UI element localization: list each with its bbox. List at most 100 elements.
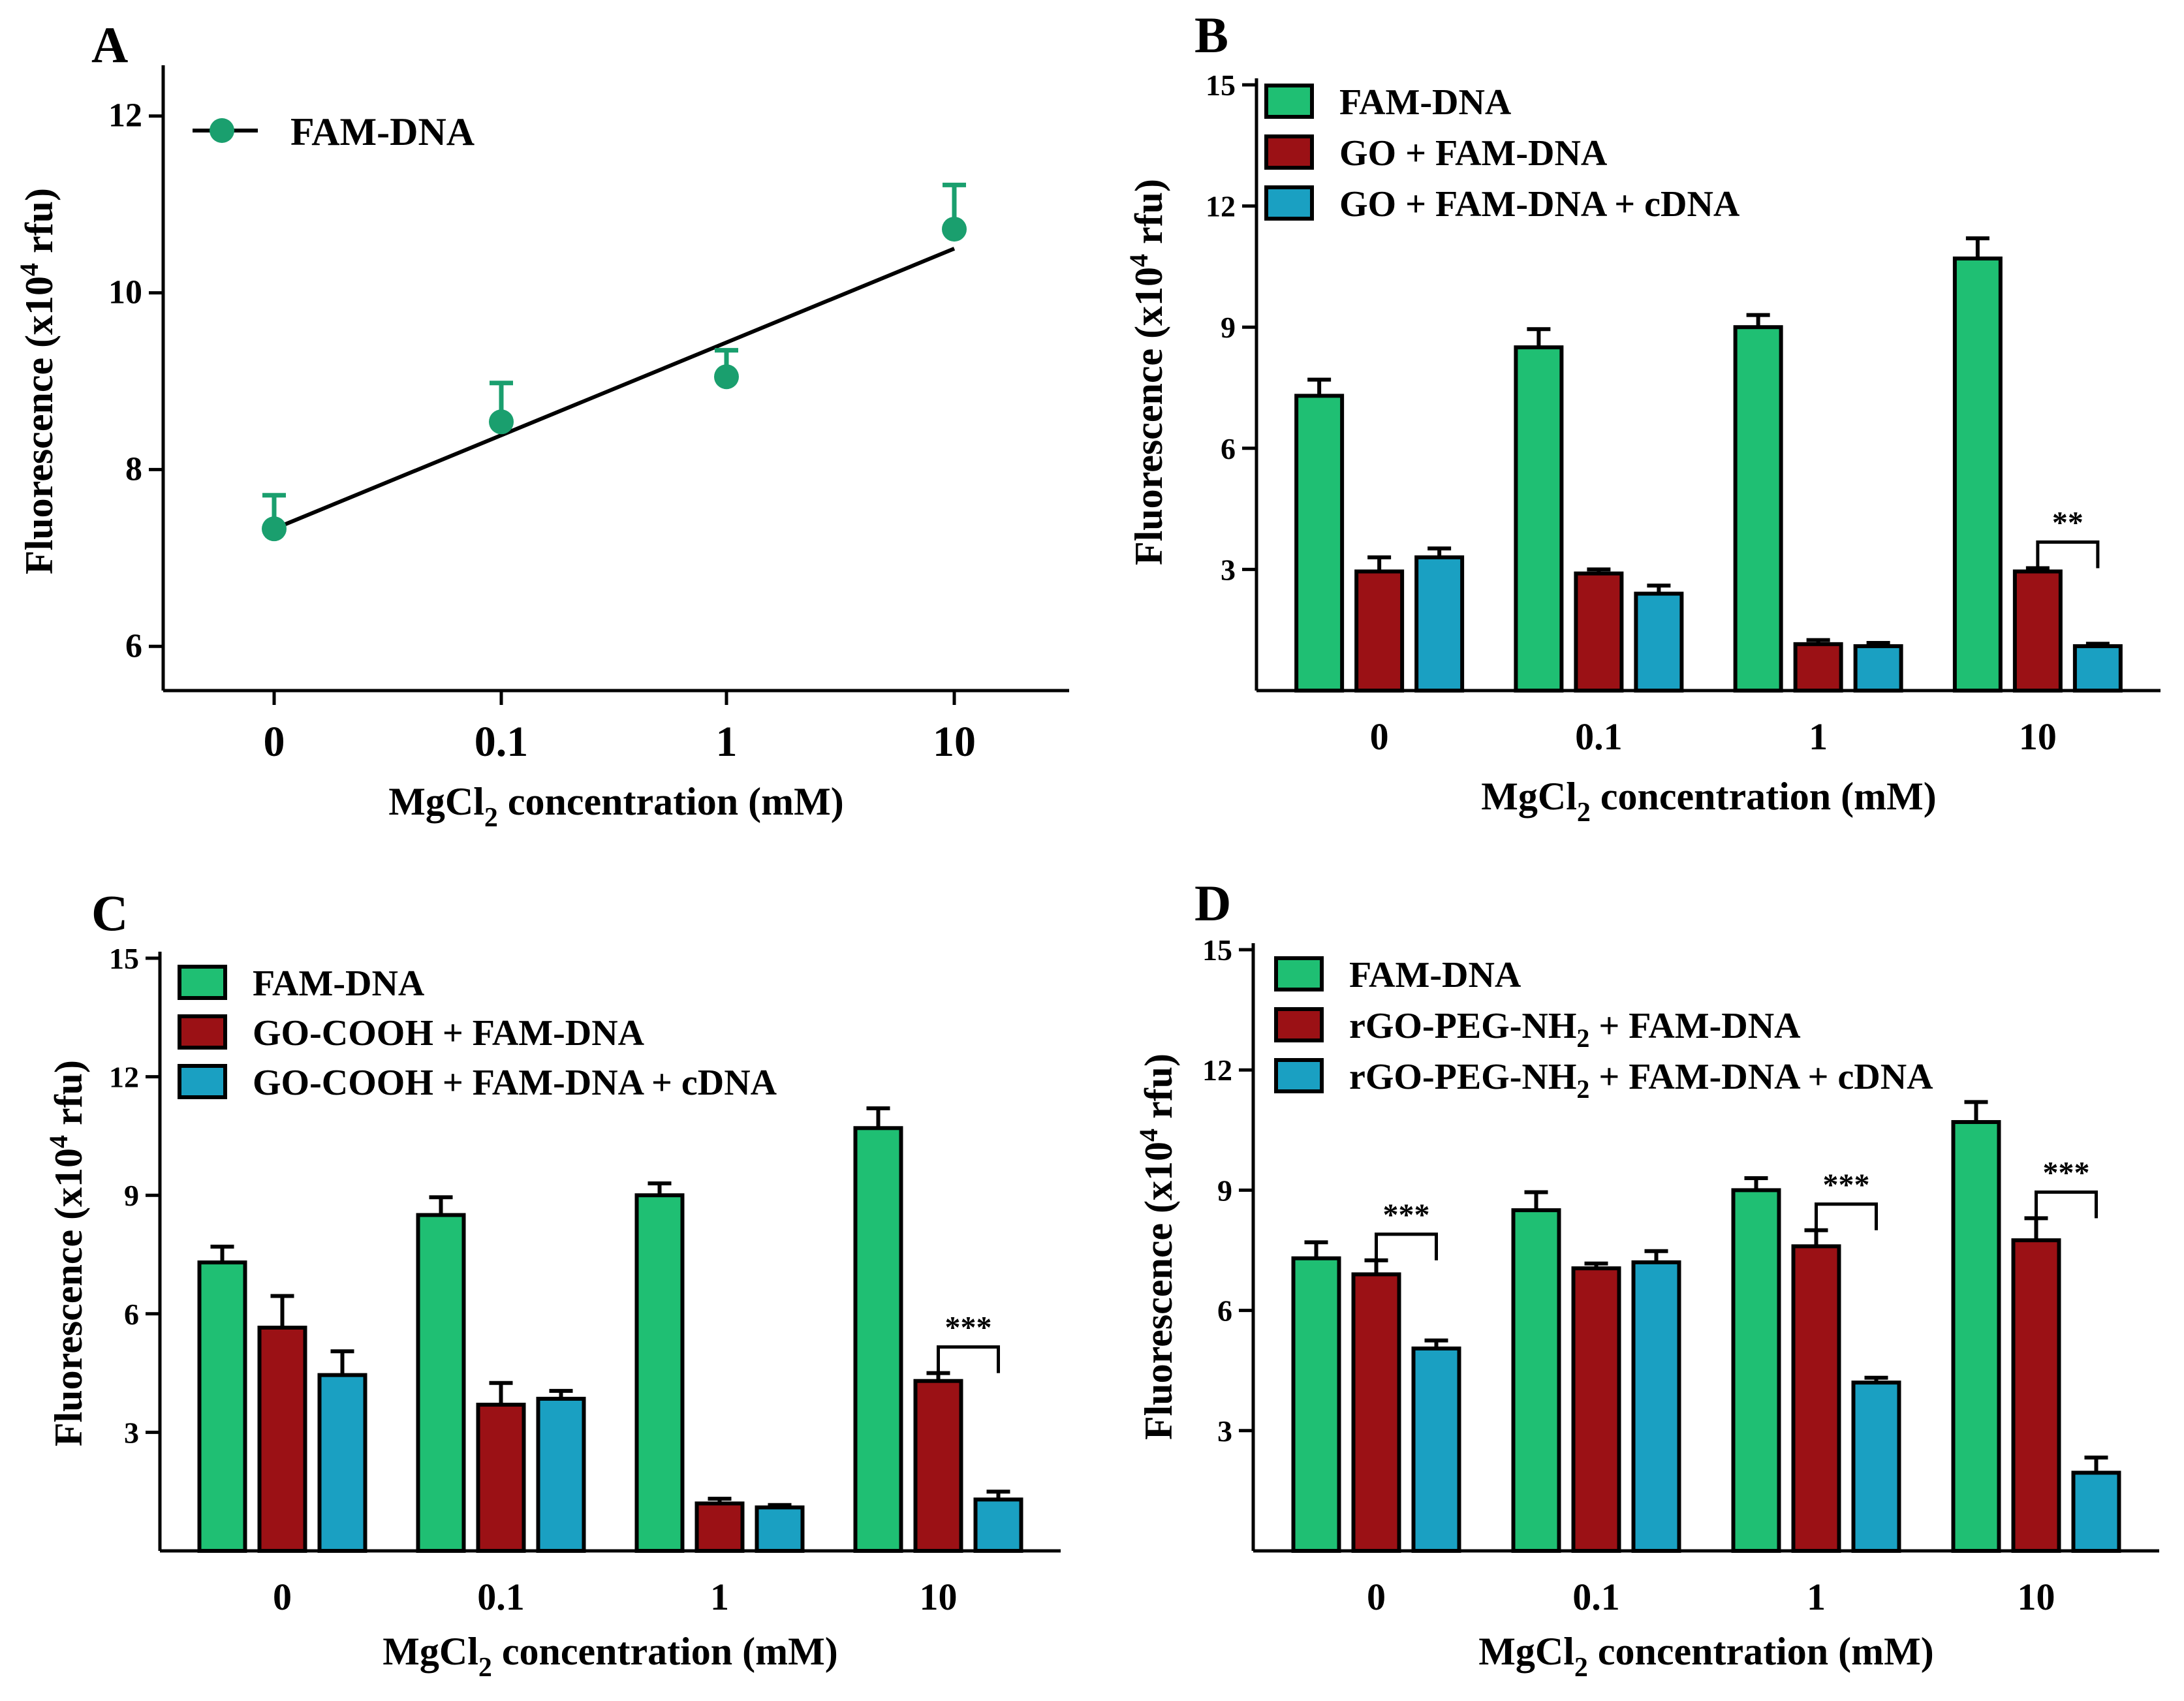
y-tick-label: 12 xyxy=(1206,190,1236,223)
bar xyxy=(2071,1471,2121,1553)
x-label-text: MgCl xyxy=(1481,775,1577,818)
x-label-subscript: 2 xyxy=(484,803,498,833)
y-tick-label: 12 xyxy=(109,1061,139,1094)
y-label-text: Fluorescence (x10 xyxy=(1127,267,1170,565)
bar xyxy=(1411,1346,1461,1553)
y-tick-label: 8 xyxy=(125,450,142,488)
bar xyxy=(1952,257,2003,693)
x-tick-label: 0.1 xyxy=(1575,715,1623,758)
y-tick-label: 9 xyxy=(1217,1174,1232,1207)
x-tick-label: 10 xyxy=(2018,1576,2055,1618)
x-label-subscript: 2 xyxy=(478,1653,492,1683)
bar xyxy=(2072,644,2123,693)
bar xyxy=(197,1260,247,1553)
y-label-superscript: 4 xyxy=(1124,254,1153,267)
y-label-superscript: 4 xyxy=(1134,1129,1163,1142)
y-tick-label: 6 xyxy=(1221,432,1236,465)
legend-text: rGO-PEG-NH xyxy=(1349,1057,1576,1097)
x-tick-label: 0 xyxy=(1370,715,1389,758)
data-point xyxy=(262,516,287,542)
y-label-superscript: 4 xyxy=(14,263,44,276)
bar xyxy=(1414,555,1465,693)
legend-text: rGO-PEG-NH xyxy=(1349,1006,1576,1046)
legend-label: GO + FAM-DNA xyxy=(1339,133,1608,174)
x-tick-label: 0 xyxy=(264,718,285,766)
legend-swatch xyxy=(1264,185,1314,221)
bar xyxy=(1731,1188,1781,1553)
x-tick-label: 1 xyxy=(1809,715,1828,758)
x-tick-label: 0.1 xyxy=(1572,1576,1620,1618)
legend-swatch xyxy=(1264,84,1314,119)
bar xyxy=(1631,1260,1681,1553)
x-tick-label: 0 xyxy=(1367,1576,1386,1618)
x-axis-label: MgCl2 concentration (mM) xyxy=(382,1630,837,1683)
x-tick-label: 10 xyxy=(920,1576,958,1618)
legend-swatch xyxy=(178,1064,227,1099)
y-tick-label: 6 xyxy=(1217,1294,1232,1328)
legend-label: rGO-PEG-NH2 + FAM-DNA + cDNA xyxy=(1349,1057,1933,1104)
x-label-subscript: 2 xyxy=(1574,1653,1588,1683)
legend-swatch xyxy=(178,1014,227,1050)
y-tick-label: 12 xyxy=(108,97,142,134)
legend-text: + FAM-DNA xyxy=(1589,1006,1801,1046)
panel-label: B xyxy=(1194,7,1228,63)
significance-bracket xyxy=(2035,1190,2098,1219)
significance-bracket xyxy=(937,1345,1000,1373)
y-tick-label: 15 xyxy=(109,942,139,975)
bar xyxy=(1791,1244,1841,1553)
x-tick-label: 1 xyxy=(710,1576,729,1618)
data-point xyxy=(942,217,967,242)
legend-swatch xyxy=(1264,134,1314,170)
y-tick-label: 6 xyxy=(124,1298,139,1331)
significance-label: *** xyxy=(1823,1168,1870,1202)
significance-label: *** xyxy=(2043,1155,2090,1190)
bar xyxy=(1733,325,1783,693)
y-tick-label: 3 xyxy=(124,1416,139,1449)
x-tick-label: 1 xyxy=(1807,1576,1826,1618)
panel-label: D xyxy=(1194,875,1231,931)
legend-text: + FAM-DNA + cDNA xyxy=(1589,1057,1933,1097)
y-tick-label: 10 xyxy=(108,274,142,311)
x-axis-label: MgCl2 concentration (mM) xyxy=(1481,775,1936,828)
x-label-text: concentration (mM) xyxy=(1588,1630,1934,1673)
y-label-text: rfu) xyxy=(1137,1053,1180,1129)
bar xyxy=(973,1497,1023,1553)
x-axis-label: MgCl2 concentration (mM) xyxy=(1478,1630,1933,1683)
legend-label: rGO-PEG-NH2 + FAM-DNA xyxy=(1349,1006,1801,1053)
y-tick-label: 9 xyxy=(1221,311,1236,344)
bar xyxy=(634,1193,685,1553)
bar xyxy=(1853,644,1903,693)
bar xyxy=(1634,591,1684,693)
y-label-text: Fluorescence (x10 xyxy=(1137,1142,1180,1440)
y-label-text: Fluorescence (x10 xyxy=(18,276,61,574)
bar xyxy=(853,1126,903,1553)
x-tick-label: 1 xyxy=(716,718,738,766)
legend-subscript: 2 xyxy=(1576,1023,1589,1053)
bar xyxy=(1793,642,1843,693)
legend-label: FAM-DNA xyxy=(253,963,425,1004)
bar xyxy=(913,1379,963,1553)
x-label-text: MgCl xyxy=(388,780,484,823)
bar xyxy=(1294,394,1345,693)
bar xyxy=(536,1396,586,1553)
y-axis-label: Fluorescence (x104 rfu) xyxy=(14,188,61,574)
x-axis-label: MgCl2 concentration (mM) xyxy=(388,780,843,833)
bar xyxy=(2012,569,2063,693)
bar xyxy=(1511,1208,1561,1553)
legend-label: FAM-DNA xyxy=(1349,955,1521,995)
legend-label: FAM-DNA xyxy=(1339,82,1512,123)
bar xyxy=(257,1325,307,1553)
legend-label: GO-COOH + FAM-DNA + cDNA xyxy=(253,1063,777,1103)
legend-swatch xyxy=(1274,1058,1324,1093)
legend-marker xyxy=(210,118,234,143)
y-axis-label: Fluorescence (x104 rfu) xyxy=(1134,1053,1180,1440)
legend-swatch xyxy=(178,965,227,1000)
significance-bracket xyxy=(1815,1202,1878,1230)
x-label-text: concentration (mM) xyxy=(498,780,844,823)
bar xyxy=(416,1213,466,1553)
